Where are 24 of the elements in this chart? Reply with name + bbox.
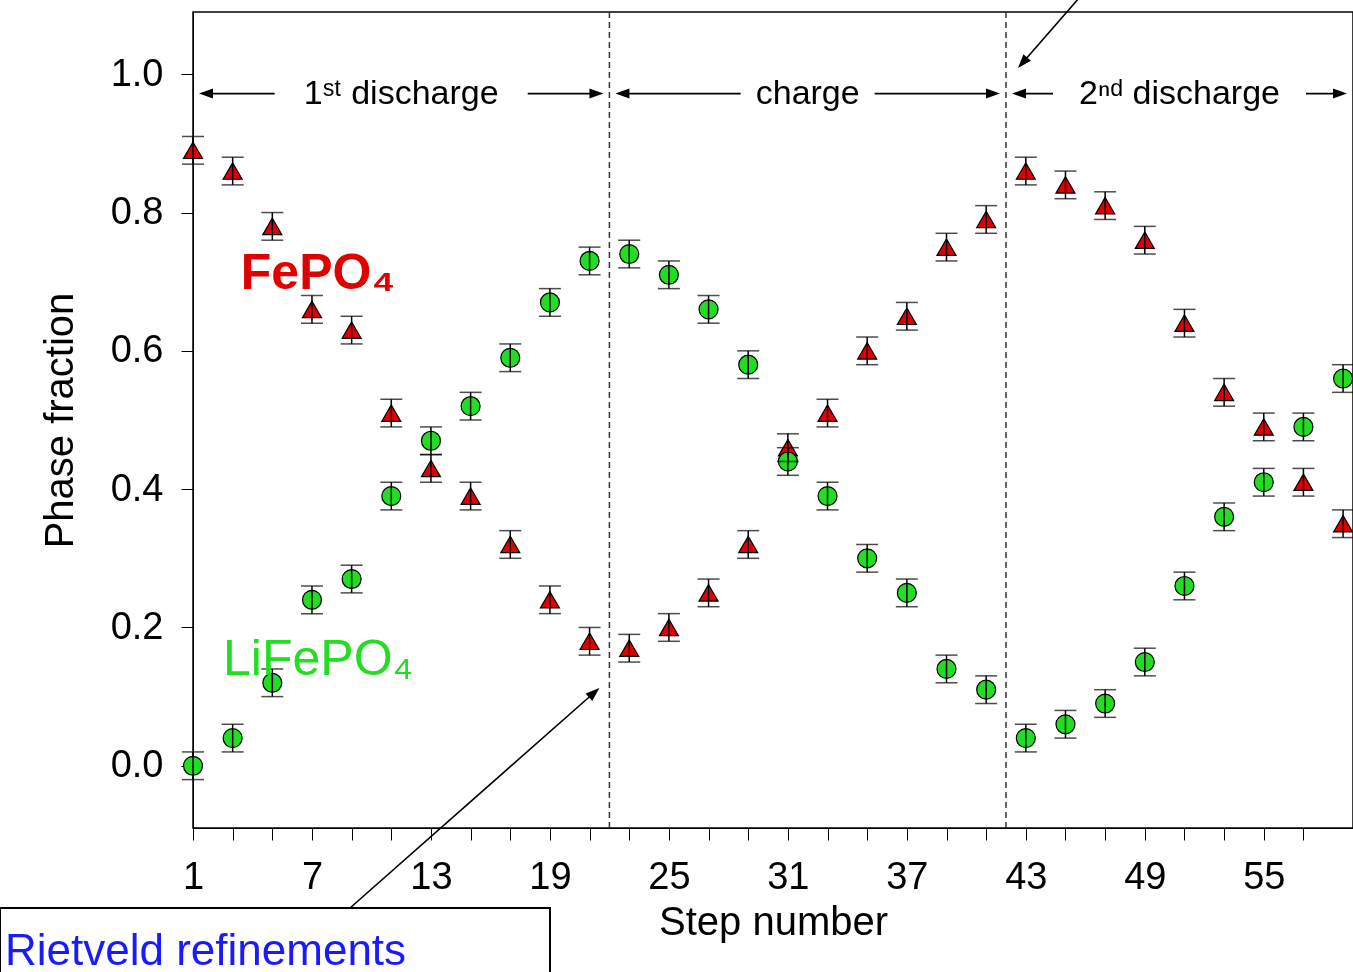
annotation: 2ⁿᵈ discharge [1078,72,1280,111]
y-tick-label: 0.0 [110,743,164,786]
annotation: charge [755,72,860,111]
y-tick-label: 0.6 [110,328,164,371]
y-tick-label: 0.4 [110,466,164,509]
x-tick-label: 43 [1005,854,1048,897]
x-axis-title: Step number [658,898,889,943]
x-tick-label: 49 [1124,854,1167,897]
annotation: 1ˢᵗ discharge [303,72,499,111]
series-label: FePO₄ [240,244,396,300]
y-tick-label: 0.2 [110,604,164,647]
series-label: LiFePO₄ [223,630,413,686]
y-axis-title: Phase fraction [36,292,81,549]
x-tick-label: 55 [1243,854,1286,897]
y-tick-label: 0.8 [110,190,164,233]
x-tick-label: 7 [301,854,324,897]
x-tick-label: 1 [182,854,205,897]
x-tick-label: 31 [767,854,810,897]
x-tick-label: 19 [529,854,572,897]
y-tick-label: 1.0 [110,51,164,94]
x-tick-label: 13 [410,854,453,897]
text: Rietveld refinements [5,925,407,972]
x-tick-label: 37 [886,854,929,897]
x-tick-label: 25 [648,854,691,897]
